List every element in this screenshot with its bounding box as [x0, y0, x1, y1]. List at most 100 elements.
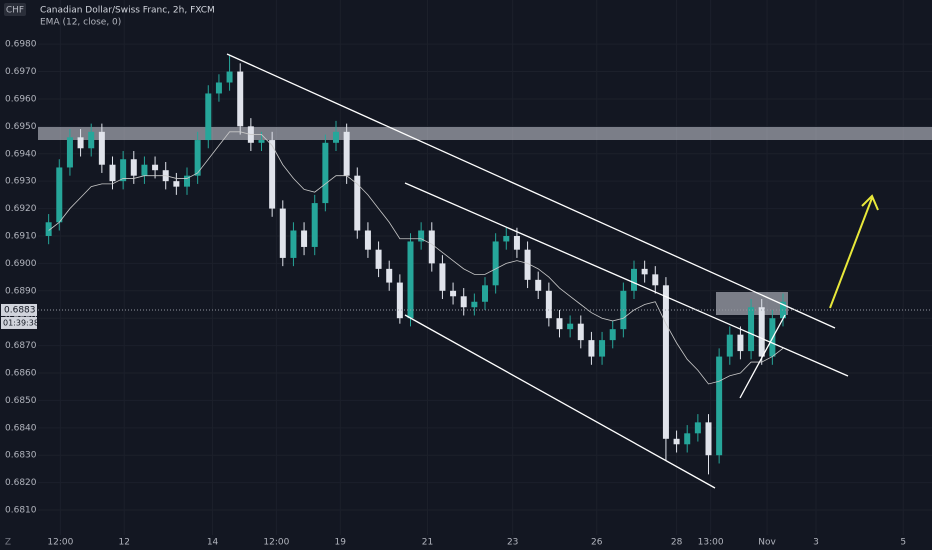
y-tick-label: 0.6890: [5, 286, 37, 296]
candle-body: [407, 241, 414, 319]
candle-body: [694, 422, 701, 434]
candle-body: [482, 285, 488, 302]
candle-body: [98, 131, 105, 165]
y-tick-label: 0.6900: [5, 259, 37, 269]
x-tick-label: 12:00: [263, 538, 289, 548]
candle-body: [588, 340, 595, 357]
candle-body: [130, 159, 137, 176]
y-tick-label: 0.6850: [5, 396, 37, 406]
x-tick-label: 19: [335, 538, 347, 548]
candle-body: [109, 164, 116, 182]
candle-body: [726, 334, 733, 357]
currency: CHF: [6, 6, 24, 16]
candle-body: [77, 137, 84, 149]
trend-lines: [226, 53, 849, 489]
candle-body: [258, 140, 265, 143]
candle-body: [301, 230, 308, 247]
candle-body: [173, 181, 180, 187]
trend-line: [404, 182, 849, 377]
candle-body: [364, 230, 371, 250]
y-tick-label: 0.6930: [5, 177, 37, 187]
candle-body: [215, 82, 222, 94]
x-tick-label: 26: [591, 538, 603, 548]
y-tick-label: 0.6820: [5, 478, 37, 488]
y-tick-label: 0.6810: [5, 506, 37, 516]
trend-line: [739, 314, 786, 399]
candle-body: [88, 131, 95, 149]
candle-body: [503, 235, 510, 242]
candle-body: [513, 235, 520, 250]
indicator-label: EMA (12, close, 0): [40, 18, 121, 28]
candle-body: [641, 268, 648, 275]
candle-body: [386, 268, 393, 283]
candle-body: [141, 164, 148, 176]
candle-body: [684, 433, 691, 445]
candle-body: [705, 422, 712, 456]
candle-body: [311, 203, 318, 247]
candle-body: [716, 356, 723, 456]
countdown-badge: [1, 316, 37, 329]
candle-body: [535, 279, 542, 291]
x-tick-label: 14: [207, 538, 219, 548]
candle-body: [184, 175, 190, 187]
y-tick-label: 0.6920: [5, 204, 37, 214]
candle-body: [396, 282, 403, 319]
y-tick-label: 0.6940: [5, 149, 37, 159]
candle-body: [322, 142, 329, 204]
candle-body: [375, 249, 382, 269]
arrow-shaft: [829, 197, 873, 309]
candle-body: [545, 290, 552, 319]
candle-body: [418, 230, 425, 242]
x-tick-label: 13:00: [698, 538, 724, 548]
candle-body: [737, 334, 744, 352]
x-tick-label: 12:00: [47, 538, 73, 548]
chart-title: Canadian Dollar/Swiss Franc, 2h, FXCM: [40, 6, 215, 16]
candle-body: [460, 296, 467, 308]
candle-body: [354, 175, 361, 231]
candle-body: [66, 137, 73, 168]
last-price-label: 0.6883: [4, 305, 36, 315]
x-tick-label: 12: [118, 538, 129, 548]
resistance-zone: [38, 127, 932, 140]
candle-body: [492, 241, 499, 286]
candle-body: [152, 164, 159, 171]
trend-line: [404, 314, 716, 489]
y-tick-label: 0.6910: [5, 231, 37, 241]
x-tick-label: 21: [422, 538, 433, 548]
x-tick-label: 5: [900, 538, 906, 548]
candle-body: [428, 230, 435, 264]
candle-body: [194, 140, 201, 176]
candle-body: [652, 274, 659, 286]
x-tick-label: 23: [507, 538, 518, 548]
price-axis: [0, 0, 37, 535]
candle-body: [343, 131, 350, 176]
candle-body: [748, 307, 755, 352]
candles: [45, 55, 786, 475]
y-tick-label: 0.6950: [5, 122, 37, 132]
ema-line: [48, 131, 784, 385]
arrow-head: [861, 194, 879, 211]
candle-body: [577, 323, 584, 341]
zoom-icon[interactable]: Z: [5, 538, 11, 548]
candle-body: [279, 208, 286, 258]
breakout-zone: [716, 292, 788, 315]
y-tick-label: 0.6830: [5, 451, 37, 461]
grid: [38, 0, 932, 535]
candle-body: [599, 340, 606, 357]
projection-arrow: [829, 194, 879, 309]
candle-body: [450, 290, 457, 297]
candle-body: [269, 140, 276, 209]
candle-body: [120, 159, 127, 182]
x-tick-label: 3: [813, 538, 819, 548]
candle-body: [226, 71, 233, 83]
candle-body: [673, 438, 680, 445]
candle-body: [205, 93, 212, 141]
candle-body: [333, 131, 339, 143]
candle-body: [290, 230, 297, 258]
candle-body: [237, 71, 244, 127]
candle-body: [758, 307, 765, 357]
candle-body: [556, 318, 563, 330]
candle-body: [45, 222, 52, 236]
